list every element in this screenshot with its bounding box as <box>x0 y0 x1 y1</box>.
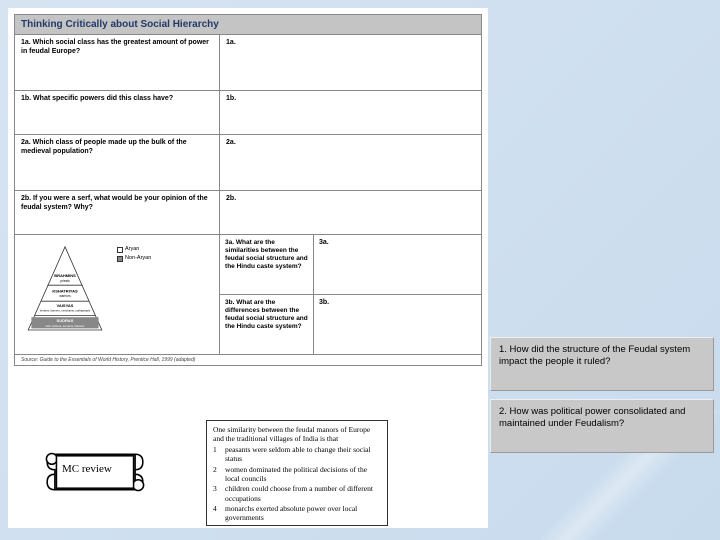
pyramid-sub-4: farm workers, servants, laborers <box>46 324 85 328</box>
scroll-label: MC review <box>62 463 112 475</box>
mc-option-text: peasants were seldom able to change thei… <box>225 445 381 464</box>
answer-1a: 1a. <box>220 35 481 90</box>
pyramid-cell: BRAHMINS priests KSHATRIYAS warriors VAI… <box>15 235 220 354</box>
question-2a: 2a. Which class of people made up the bu… <box>15 135 220 190</box>
answer-2b: 2b. <box>220 191 481 234</box>
mc-option-text: children could choose from a number of d… <box>225 484 381 503</box>
pyramid-level-2: KSHATRIYAS <box>52 288 78 293</box>
legend-aryan: Aryan <box>125 246 139 253</box>
question-3b: 3b. What are the differences between the… <box>220 295 314 354</box>
mc-option: 2women dominated the political decisions… <box>213 465 381 484</box>
pyramid-sub-3: herders, farmers, merchants, craftspeopl… <box>40 309 91 313</box>
mc-option: 4monarchs exerted absolute power over lo… <box>213 504 381 523</box>
worksheet-title: Thinking Critically about Social Hierarc… <box>15 15 481 35</box>
question-1b: 1b. What specific powers did this class … <box>15 91 220 134</box>
pyramid-legend: Aryan Non-Aryan <box>117 238 151 351</box>
answer-2a: 2a. <box>220 135 481 190</box>
answer-1b: 1b. <box>220 91 481 134</box>
source-citation: Source: Guide to the Essentials of World… <box>15 355 481 365</box>
question-1a: 1a. Which social class has the greatest … <box>15 35 220 90</box>
worksheet-row: 2b. If you were a serf, what would be yo… <box>15 191 481 235</box>
mc-option: 3children could choose from a number of … <box>213 484 381 503</box>
answer-3a: 3a. <box>314 235 481 294</box>
pyramid-level-3: VAISYAS <box>57 303 74 308</box>
essential-question-2: 2. How was political power consolidated … <box>490 399 714 453</box>
mc-option-text: monarchs exerted absolute power over loc… <box>225 504 381 523</box>
worksheet-row: 2a. Which class of people made up the bu… <box>15 135 481 191</box>
question-3a: 3a. What are the similarities between th… <box>220 235 314 294</box>
pyramid-sub-1: priests <box>60 279 70 283</box>
mc-option: 1peasants were seldom able to change the… <box>213 445 381 464</box>
worksheet-row: 1b. What specific powers did this class … <box>15 91 481 135</box>
svg-text:SUDRAS: SUDRAS <box>57 318 74 323</box>
pyramid-level-1: BRAHMINS <box>54 273 76 278</box>
pyramid-questions: 3a. What are the similarities between th… <box>220 235 481 354</box>
worksheet-row: 1a. Which social class has the greatest … <box>15 35 481 91</box>
pyramid-sub-2: warriors <box>59 294 71 298</box>
mc-stem: One similarity between the feudal manors… <box>213 425 381 444</box>
answer-3b: 3b. <box>314 295 481 354</box>
worksheet: Thinking Critically about Social Hierarc… <box>14 14 482 366</box>
mc-question-box: One similarity between the feudal manors… <box>206 420 388 526</box>
question-2b: 2b. If you were a serf, what would be yo… <box>15 191 220 234</box>
mc-option-text: women dominated the political decisions … <box>225 465 381 484</box>
essential-question-1: 1. How did the structure of the Feudal s… <box>490 337 714 391</box>
caste-pyramid-icon: BRAHMINS priests KSHATRIYAS warriors VAI… <box>17 238 113 350</box>
legend-nonaryan: Non-Aryan <box>125 255 151 262</box>
worksheet-pyramid-row: BRAHMINS priests KSHATRIYAS warriors VAI… <box>15 235 481 355</box>
